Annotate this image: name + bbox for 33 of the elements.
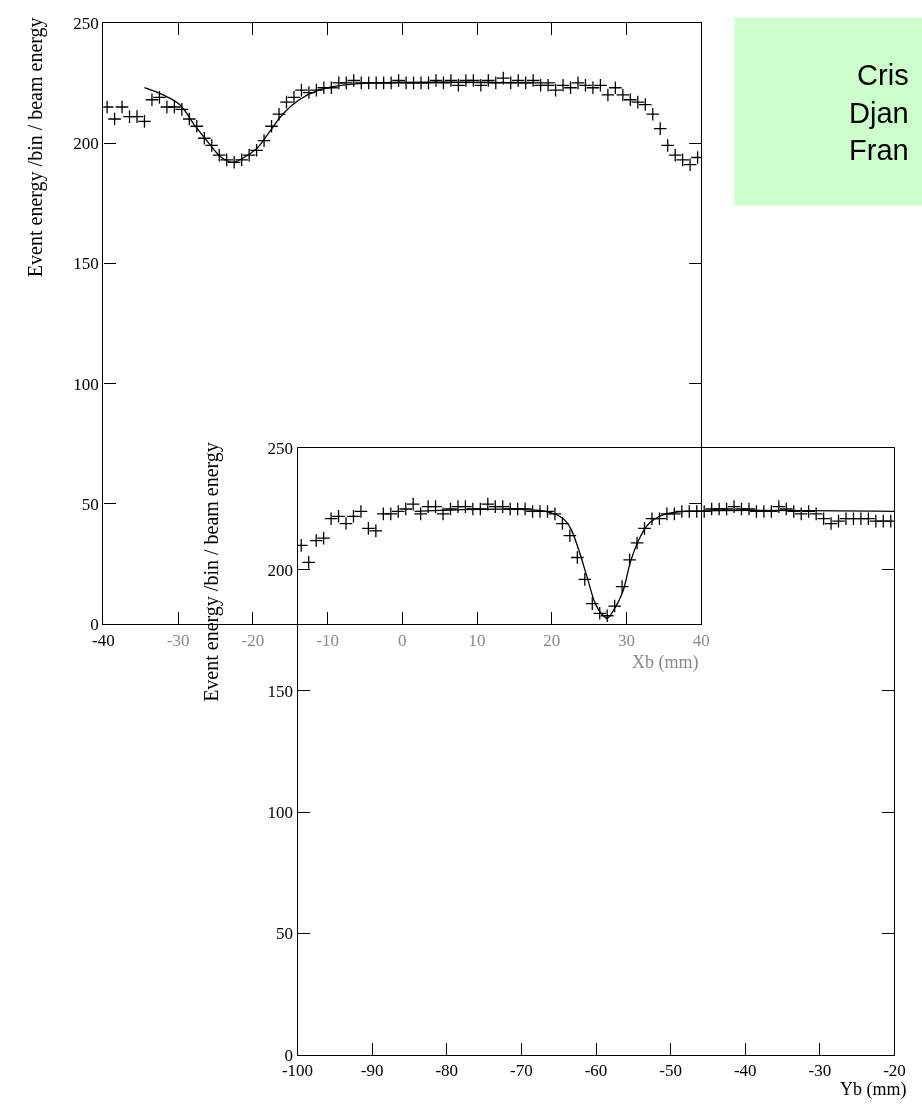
x-tick-label: -30 bbox=[808, 1061, 832, 1081]
text: Cris bbox=[857, 59, 909, 91]
y-tick-label: 50 bbox=[275, 924, 293, 944]
x-tick-label: -20 bbox=[883, 1061, 906, 1081]
x-tick-label: 20 bbox=[543, 630, 561, 650]
y-axis-title: Event energy /bin / beam energy bbox=[200, 442, 224, 702]
x-axis-title: Xb (mm) bbox=[632, 652, 699, 673]
x-tick-label: -90 bbox=[360, 1061, 384, 1081]
y-tick-label: 150 bbox=[267, 681, 293, 701]
x-tick-label: -40 bbox=[733, 1061, 757, 1081]
y-tick-label: 250 bbox=[73, 13, 99, 33]
x-tick-label: -70 bbox=[510, 1061, 533, 1081]
x-tick-label: -30 bbox=[166, 630, 190, 650]
y-tick-label: 100 bbox=[73, 374, 99, 394]
x-tick-label: -20 bbox=[241, 630, 265, 650]
x-tick-label: 40 bbox=[692, 630, 710, 650]
y-tick-label: 250 bbox=[267, 439, 293, 459]
x-tick-label: 30 bbox=[618, 630, 636, 650]
x-tick-label: 0 bbox=[398, 630, 407, 650]
text: Fran bbox=[849, 134, 909, 167]
x-tick-label: -10 bbox=[316, 630, 339, 650]
y-axis-title: Event energy /bin / beam energy bbox=[23, 17, 47, 278]
x-tick-label: 10 bbox=[468, 630, 486, 650]
x-tick-label: -80 bbox=[435, 1061, 459, 1081]
x-tick-label: -50 bbox=[659, 1061, 682, 1081]
x-axis-title: Yb (mm) bbox=[840, 1079, 907, 1100]
x-tick-label: -60 bbox=[584, 1061, 608, 1081]
text: Djan bbox=[849, 96, 909, 129]
y-tick-label: 100 bbox=[267, 803, 293, 823]
y-tick-label: 200 bbox=[267, 560, 293, 580]
y-tick-label: 200 bbox=[73, 134, 99, 154]
y-tick-label: 50 bbox=[81, 494, 99, 514]
y-tick-label: 150 bbox=[73, 254, 99, 274]
